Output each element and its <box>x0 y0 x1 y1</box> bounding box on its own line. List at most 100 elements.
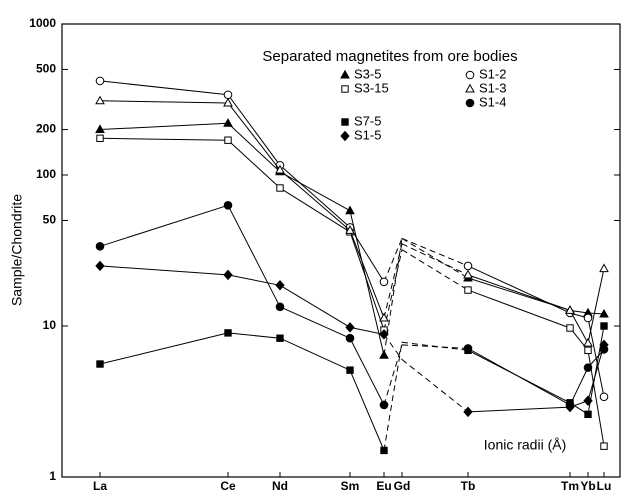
annotation: Ionic radii (Å) <box>484 437 566 453</box>
line-segment <box>279 337 351 371</box>
line-segment <box>467 348 571 406</box>
point <box>95 242 105 251</box>
y-axis-label: Sample/Chondrite <box>9 194 25 306</box>
line-segment <box>401 237 469 267</box>
point <box>583 313 593 323</box>
line-segment <box>99 122 229 131</box>
point <box>463 269 473 279</box>
line-segment <box>279 187 351 233</box>
point <box>345 322 355 333</box>
line-segment <box>349 227 385 283</box>
line-segment <box>349 230 385 319</box>
point <box>95 260 105 272</box>
line-segment <box>587 344 605 401</box>
line-segment <box>467 265 571 314</box>
point <box>583 395 593 406</box>
point <box>401 243 403 245</box>
point <box>345 205 355 215</box>
point <box>275 164 285 174</box>
point <box>584 346 592 355</box>
line-segment <box>227 274 281 286</box>
legend-label: S1-3 <box>479 80 506 95</box>
y-tick-label: 200 <box>36 122 56 136</box>
x-tick-label: Gd <box>394 479 411 493</box>
point <box>379 400 389 410</box>
y-tick-label: 1000 <box>29 16 56 30</box>
point <box>463 261 473 271</box>
point <box>95 124 105 134</box>
y-tick-label: 50 <box>43 213 57 227</box>
line-segment <box>279 171 351 212</box>
point <box>463 344 473 353</box>
chart-title: Separated magnetites from ore bodies <box>262 48 517 65</box>
line-segment <box>383 249 403 331</box>
line-segment <box>349 326 385 335</box>
legend-marker <box>341 118 349 126</box>
line-segment <box>99 80 229 96</box>
line-segment <box>227 205 281 308</box>
x-tick-label: Nd <box>272 479 288 493</box>
line-segment <box>401 249 469 291</box>
point <box>223 97 233 107</box>
point <box>95 76 105 86</box>
line-segment <box>569 367 589 406</box>
legend-label: S1-4 <box>479 94 506 109</box>
point <box>96 360 104 368</box>
point <box>224 136 232 144</box>
line-segment <box>99 332 229 365</box>
line-segment <box>383 344 403 406</box>
legend-label: S3-5 <box>354 66 381 81</box>
y-tick-label: 10 <box>43 318 57 332</box>
line-segment <box>227 94 281 166</box>
point <box>224 329 232 337</box>
y-tick-label: 100 <box>36 167 56 181</box>
legend-marker <box>465 98 475 108</box>
point <box>566 324 574 332</box>
x-tick-label: Lu <box>597 479 612 493</box>
point <box>95 95 105 105</box>
point <box>275 280 285 291</box>
line-segment <box>383 342 403 451</box>
point <box>600 322 608 330</box>
point <box>599 345 609 354</box>
line-segment <box>227 332 281 339</box>
line-segment <box>349 231 385 331</box>
legend-marker <box>341 85 349 93</box>
point <box>464 286 472 294</box>
point <box>276 334 284 342</box>
point <box>463 406 473 418</box>
line-segment <box>227 139 281 189</box>
point <box>599 263 609 273</box>
line-segment <box>569 310 589 344</box>
line-segment <box>587 268 605 344</box>
point <box>584 410 592 419</box>
point <box>401 344 403 346</box>
x-tick-label: Tb <box>461 479 476 493</box>
legend-marker <box>465 70 475 80</box>
legend-label: S7-5 <box>354 113 381 128</box>
legend-marker <box>340 69 350 79</box>
point <box>223 200 233 210</box>
point <box>275 302 285 312</box>
line-segment <box>227 122 281 173</box>
line-segment <box>349 337 385 406</box>
line-segment <box>467 274 571 311</box>
x-tick-label: Yb <box>580 479 595 493</box>
point <box>379 350 389 359</box>
point <box>401 237 403 239</box>
point <box>599 392 609 402</box>
line-segment <box>349 210 385 356</box>
legend-label: S1-5 <box>354 127 381 142</box>
legend-marker <box>340 130 350 142</box>
point <box>380 446 388 455</box>
line-segment <box>401 243 469 276</box>
point <box>583 337 593 347</box>
line-segment <box>467 406 571 413</box>
legend-label: S3-15 <box>354 80 389 95</box>
point <box>276 184 284 192</box>
point <box>96 134 104 143</box>
point <box>346 366 354 374</box>
y-tick-label: 1 <box>49 469 56 483</box>
point <box>345 225 355 234</box>
